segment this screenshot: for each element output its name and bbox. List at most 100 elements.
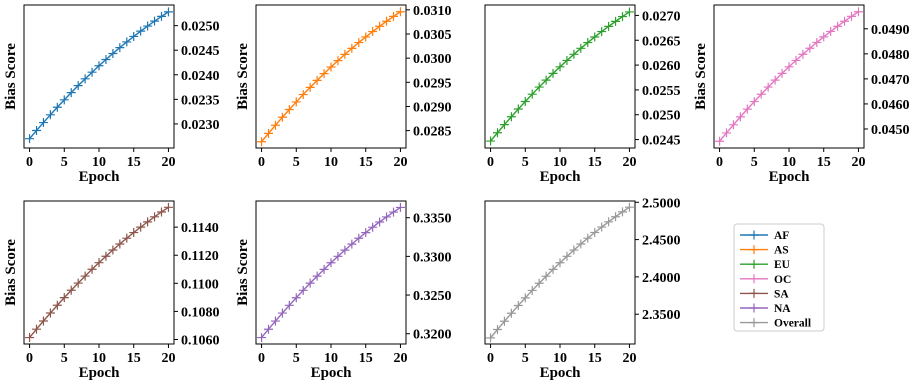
y-tick-label: 0.1100	[181, 277, 219, 292]
data-point-marker	[73, 81, 83, 91]
data-point-marker	[520, 293, 530, 303]
data-point-marker	[583, 38, 593, 48]
y-tick-label: 2.4500	[642, 234, 681, 249]
y-tick-label: 0.0300	[413, 52, 452, 67]
data-point-marker	[150, 212, 160, 222]
x-tick-label: 20	[393, 351, 407, 366]
data-point-marker	[340, 49, 350, 59]
x-tick-label: 0	[26, 155, 33, 170]
y-tick-label: 0.0260	[642, 59, 681, 74]
data-point-marker	[534, 278, 544, 288]
data-point-marker	[389, 207, 398, 217]
x-tick-label: 15	[817, 155, 831, 170]
data-point-marker	[375, 21, 385, 31]
y-tick-label: 0.0310	[413, 4, 452, 19]
y-axis-label: Bias Score	[693, 43, 709, 110]
y-tick-label: 0.0245	[642, 134, 681, 149]
data-point-marker	[368, 222, 378, 232]
data-point-marker	[87, 67, 97, 77]
y-tick-label: 0.0265	[642, 34, 681, 49]
data-point-marker	[513, 300, 523, 310]
data-point-marker	[277, 112, 287, 122]
y-tick-label: 0.0470	[871, 73, 910, 88]
data-point-marker	[534, 82, 544, 92]
data-point-marker	[361, 32, 371, 42]
legend-frame	[733, 223, 825, 332]
data-point-marker	[270, 316, 280, 326]
data-point-marker	[548, 264, 558, 274]
data-point-marker	[486, 136, 496, 146]
x-tick-label: 5	[293, 155, 300, 170]
y-tick-label: 0.0250	[642, 109, 681, 124]
legend-label: NA	[774, 303, 791, 315]
y-tick-label: 0.0490	[871, 23, 910, 38]
x-tick-label: 10	[92, 155, 106, 170]
data-point-marker	[52, 300, 62, 310]
y-tick-label: 0.0460	[871, 98, 910, 113]
y-tick-label: 0.0255	[642, 84, 681, 99]
x-tick-label: 5	[522, 351, 529, 366]
data-point-marker	[45, 110, 55, 120]
data-point-marker	[129, 228, 139, 238]
data-point-marker	[101, 251, 111, 261]
data-point-marker	[791, 55, 801, 65]
data-point-marker	[826, 26, 836, 36]
data-point-marker	[555, 62, 565, 72]
data-point-marker	[87, 264, 97, 274]
data-point-marker	[798, 49, 808, 59]
data-point-marker	[618, 207, 627, 217]
data-point-marker	[624, 202, 634, 212]
data-point-marker	[499, 316, 509, 326]
x-tick-label: 0	[258, 155, 265, 170]
data-point-marker	[590, 32, 600, 42]
y-tick-label: 2.3500	[642, 308, 681, 323]
data-point-marker	[527, 285, 537, 295]
data-point-marker	[506, 112, 516, 122]
data-point-marker	[389, 11, 398, 21]
legend-marker	[749, 259, 759, 269]
data-point-marker	[305, 82, 315, 92]
series-line-EU	[490, 11, 630, 142]
data-point-marker	[847, 11, 856, 21]
data-point-marker	[486, 333, 496, 343]
data-point-marker	[32, 126, 41, 136]
data-point-marker	[749, 97, 759, 107]
data-point-marker	[756, 89, 766, 99]
data-point-marker	[735, 112, 745, 122]
data-point-marker	[368, 27, 378, 37]
x-tick-label: 10	[553, 351, 567, 366]
y-tick-label: 2.5000	[642, 196, 681, 211]
x-tick-label: 5	[61, 155, 68, 170]
data-point-marker	[312, 75, 322, 85]
data-point-marker	[742, 104, 752, 114]
data-point-marker	[59, 95, 69, 105]
data-point-marker	[312, 271, 322, 281]
data-point-marker	[25, 134, 35, 144]
y-tick-label: 0.1140	[181, 221, 219, 236]
data-point-marker	[291, 293, 301, 303]
data-point-marker	[805, 43, 815, 53]
data-point-marker	[270, 120, 280, 130]
x-tick-label: 20	[161, 155, 175, 170]
y-tick-label: 2.4000	[642, 271, 681, 286]
data-point-marker	[513, 104, 523, 114]
subplot-1: 0 5 10 15 20 0.0230 0.0235 0.0240 0.0245 0.0250 Ep…	[3, 4, 220, 185]
data-point-marker	[618, 12, 627, 22]
data-point-marker	[150, 16, 160, 26]
y-axis-label: Bias Score	[3, 239, 19, 306]
y-tick-label: 0.3250	[413, 289, 452, 304]
data-point-marker	[347, 239, 357, 249]
series-line-NA	[261, 206, 401, 339]
data-point-marker	[541, 75, 551, 85]
data-point-marker	[597, 222, 607, 232]
data-point-marker	[115, 43, 125, 53]
data-point-marker	[157, 11, 166, 21]
series-line-AS	[261, 11, 401, 143]
data-point-marker	[319, 264, 329, 274]
data-point-marker	[499, 120, 509, 130]
data-point-marker	[611, 16, 621, 26]
data-point-marker	[157, 207, 166, 217]
y-axis-label: Bias Score	[3, 43, 19, 110]
y-tick-label: 0.0305	[413, 28, 452, 43]
x-tick-label: 15	[588, 351, 602, 366]
